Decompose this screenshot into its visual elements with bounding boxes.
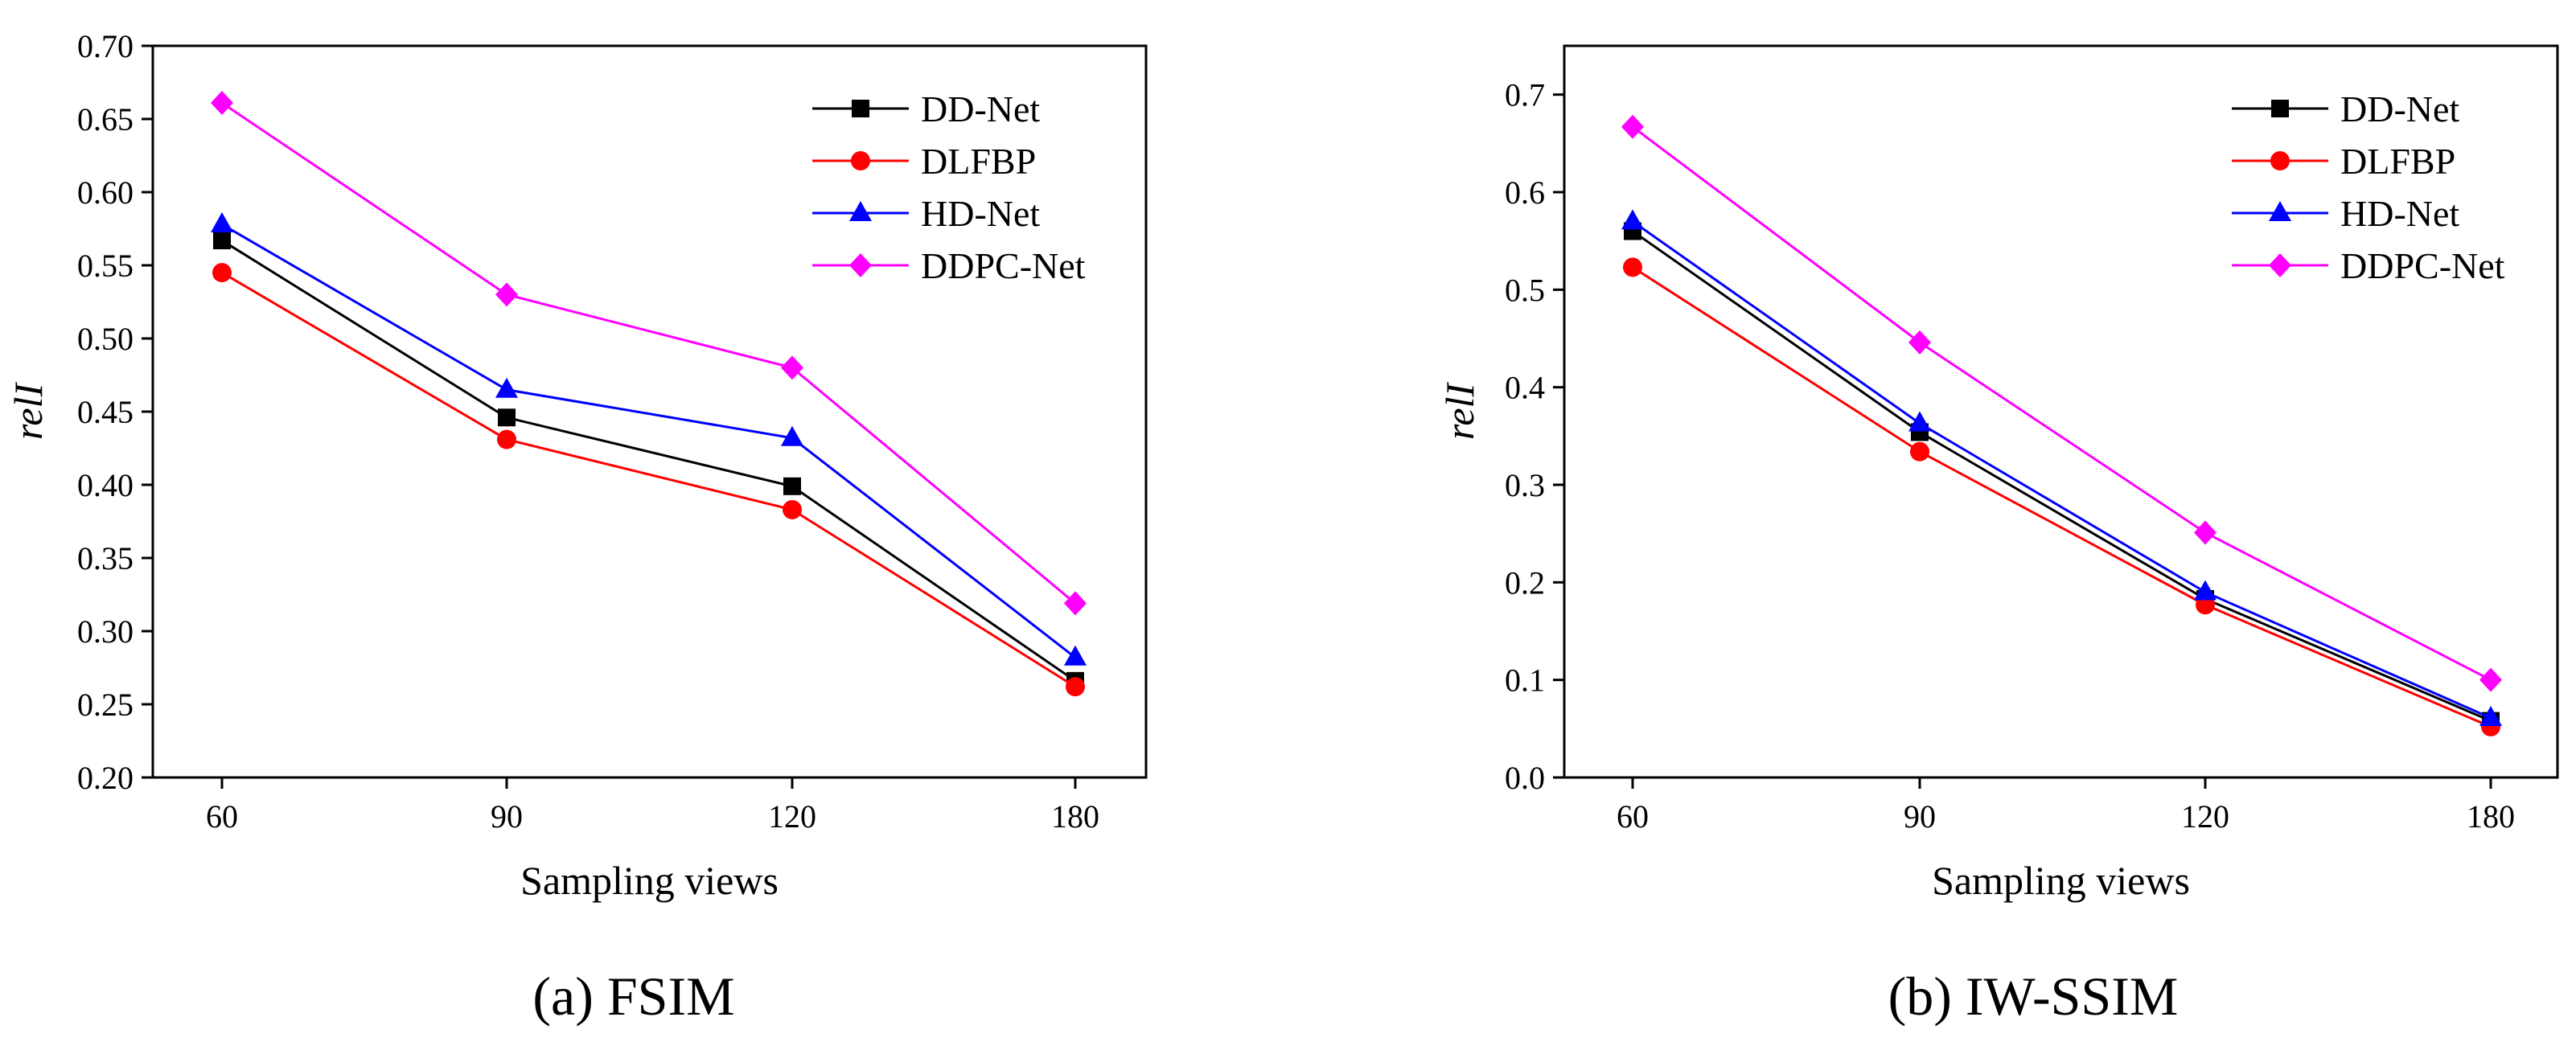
legend-marker-hd-net: [849, 201, 872, 221]
legend-marker-dd-net: [2271, 100, 2289, 117]
y-tick-label: 0.60: [77, 174, 134, 211]
y-tick-label: 0.70: [77, 28, 134, 64]
data-point-ddpc-net: [1908, 330, 1931, 355]
data-point-ddpc-net: [2479, 667, 2502, 692]
y-tick-label: 0.4: [1505, 370, 1545, 406]
plot-frame: [1563, 44, 2559, 779]
y-tick-label: 0.50: [77, 321, 134, 357]
series-line-ddpc-net: [1632, 125, 2492, 681]
x-tick-label: 180: [2467, 798, 2515, 835]
data-point-dlfbp: [1623, 257, 1642, 277]
series-line-ddpc-net: [221, 101, 1076, 605]
x-tick-label: 120: [768, 798, 816, 835]
legend-label-dlfbp: DLFBP: [921, 141, 1036, 182]
data-point-ddpc-net: [1064, 591, 1087, 616]
data-point-hd-net: [1908, 411, 1931, 432]
y-tick-label: 0.1: [1505, 662, 1545, 699]
data-point-ddpc-net: [1621, 114, 1644, 139]
legend-label-dd-net: DD-Net: [2340, 88, 2459, 129]
data-point-hd-net: [1621, 209, 1644, 230]
data-point-dlfbp: [1910, 441, 1929, 461]
legend-marker-hd-net: [2269, 201, 2291, 221]
data-point-dlfbp: [1066, 677, 1085, 697]
series-line-hd-net: [221, 223, 1076, 658]
series-line-dlfbp: [221, 271, 1076, 688]
y-tick-label: 0.30: [77, 613, 134, 650]
legend-marker-dd-net: [852, 100, 869, 117]
y-tick-label: 0.3: [1505, 467, 1545, 503]
legend-marker-dlfbp: [2270, 151, 2290, 170]
x-tick-label: 90: [491, 798, 523, 835]
data-point-hd-net: [2194, 580, 2217, 601]
data-point-ddpc-net: [211, 90, 233, 115]
data-point-ddpc-net: [781, 355, 803, 380]
legend-marker-ddpc-net: [2269, 253, 2291, 277]
y-tick-label: 0.65: [77, 101, 134, 137]
x-tick-label: 120: [2181, 798, 2229, 835]
y-tick-label: 0.25: [77, 687, 134, 723]
x-axis-label: Sampling views: [520, 858, 779, 903]
data-point-ddpc-net: [495, 282, 518, 307]
legend-label-dd-net: DD-Net: [921, 88, 1040, 129]
y-tick-label: 0.20: [77, 760, 134, 796]
x-axis-label: Sampling views: [1932, 858, 2190, 903]
y-tick-label: 0.35: [77, 540, 134, 576]
legend-marker-dlfbp: [851, 151, 870, 170]
data-point-dlfbp: [212, 263, 232, 283]
legend-label-hd-net: HD-Net: [921, 193, 1040, 234]
data-point-dd-net: [213, 232, 231, 250]
data-point-hd-net: [2479, 705, 2502, 726]
y-tick-label: 0.2: [1505, 564, 1545, 601]
data-point-dd-net: [498, 408, 516, 427]
data-point-dd-net: [783, 477, 801, 495]
x-tick-label: 180: [1051, 798, 1099, 835]
data-point-dlfbp: [783, 499, 802, 519]
y-tick-label: 0.45: [77, 394, 134, 430]
chart-caption: (b) IW-SSIM: [1888, 966, 2179, 1027]
series-line-dd-net: [1632, 230, 2492, 723]
legend-label-ddpc-net: DDPC-Net: [921, 245, 1086, 286]
series-line-hd-net: [1632, 220, 2492, 720]
y-axis-label: relI: [1437, 381, 1482, 440]
y-tick-label: 0.55: [77, 248, 134, 284]
y-tick-label: 0.7: [1505, 77, 1545, 113]
data-point-hd-net: [1064, 645, 1087, 666]
series-line-dlfbp: [1632, 266, 2492, 728]
y-tick-label: 0.5: [1505, 272, 1545, 308]
legend-label-dlfbp: DLFBP: [2340, 141, 2455, 182]
x-tick-label: 90: [1904, 798, 1936, 835]
legend-label-hd-net: HD-Net: [2340, 193, 2459, 234]
data-point-hd-net: [211, 212, 233, 233]
legend-label-ddpc-net: DDPC-Net: [2340, 245, 2505, 286]
legend-marker-ddpc-net: [849, 253, 872, 277]
chart-iw-ssim: 0.0 0.1 0.2 0.3 0.4 0.5 0.6 0.7 60 90 120 180 Sampli…: [1437, 44, 2559, 1027]
data-point-hd-net: [781, 425, 803, 446]
y-tick-label: 0.0: [1505, 760, 1545, 796]
chart-caption: (a) FSIM: [532, 966, 734, 1027]
data-point-hd-net: [495, 377, 518, 398]
y-tick-label: 0.40: [77, 467, 134, 503]
data-point-dlfbp: [497, 429, 516, 449]
x-tick-label: 60: [1617, 798, 1649, 835]
x-tick-label: 60: [206, 798, 238, 835]
series-line-dd-net: [221, 239, 1076, 683]
y-axis-label: relI: [6, 381, 51, 440]
y-tick-label: 0.6: [1505, 174, 1545, 211]
chart-fsim: 0.20 0.25 0.30 0.35 0.40 0.45 0.50 0.55 0.60 0.65…: [6, 28, 1148, 1027]
data-point-ddpc-net: [2194, 520, 2217, 545]
